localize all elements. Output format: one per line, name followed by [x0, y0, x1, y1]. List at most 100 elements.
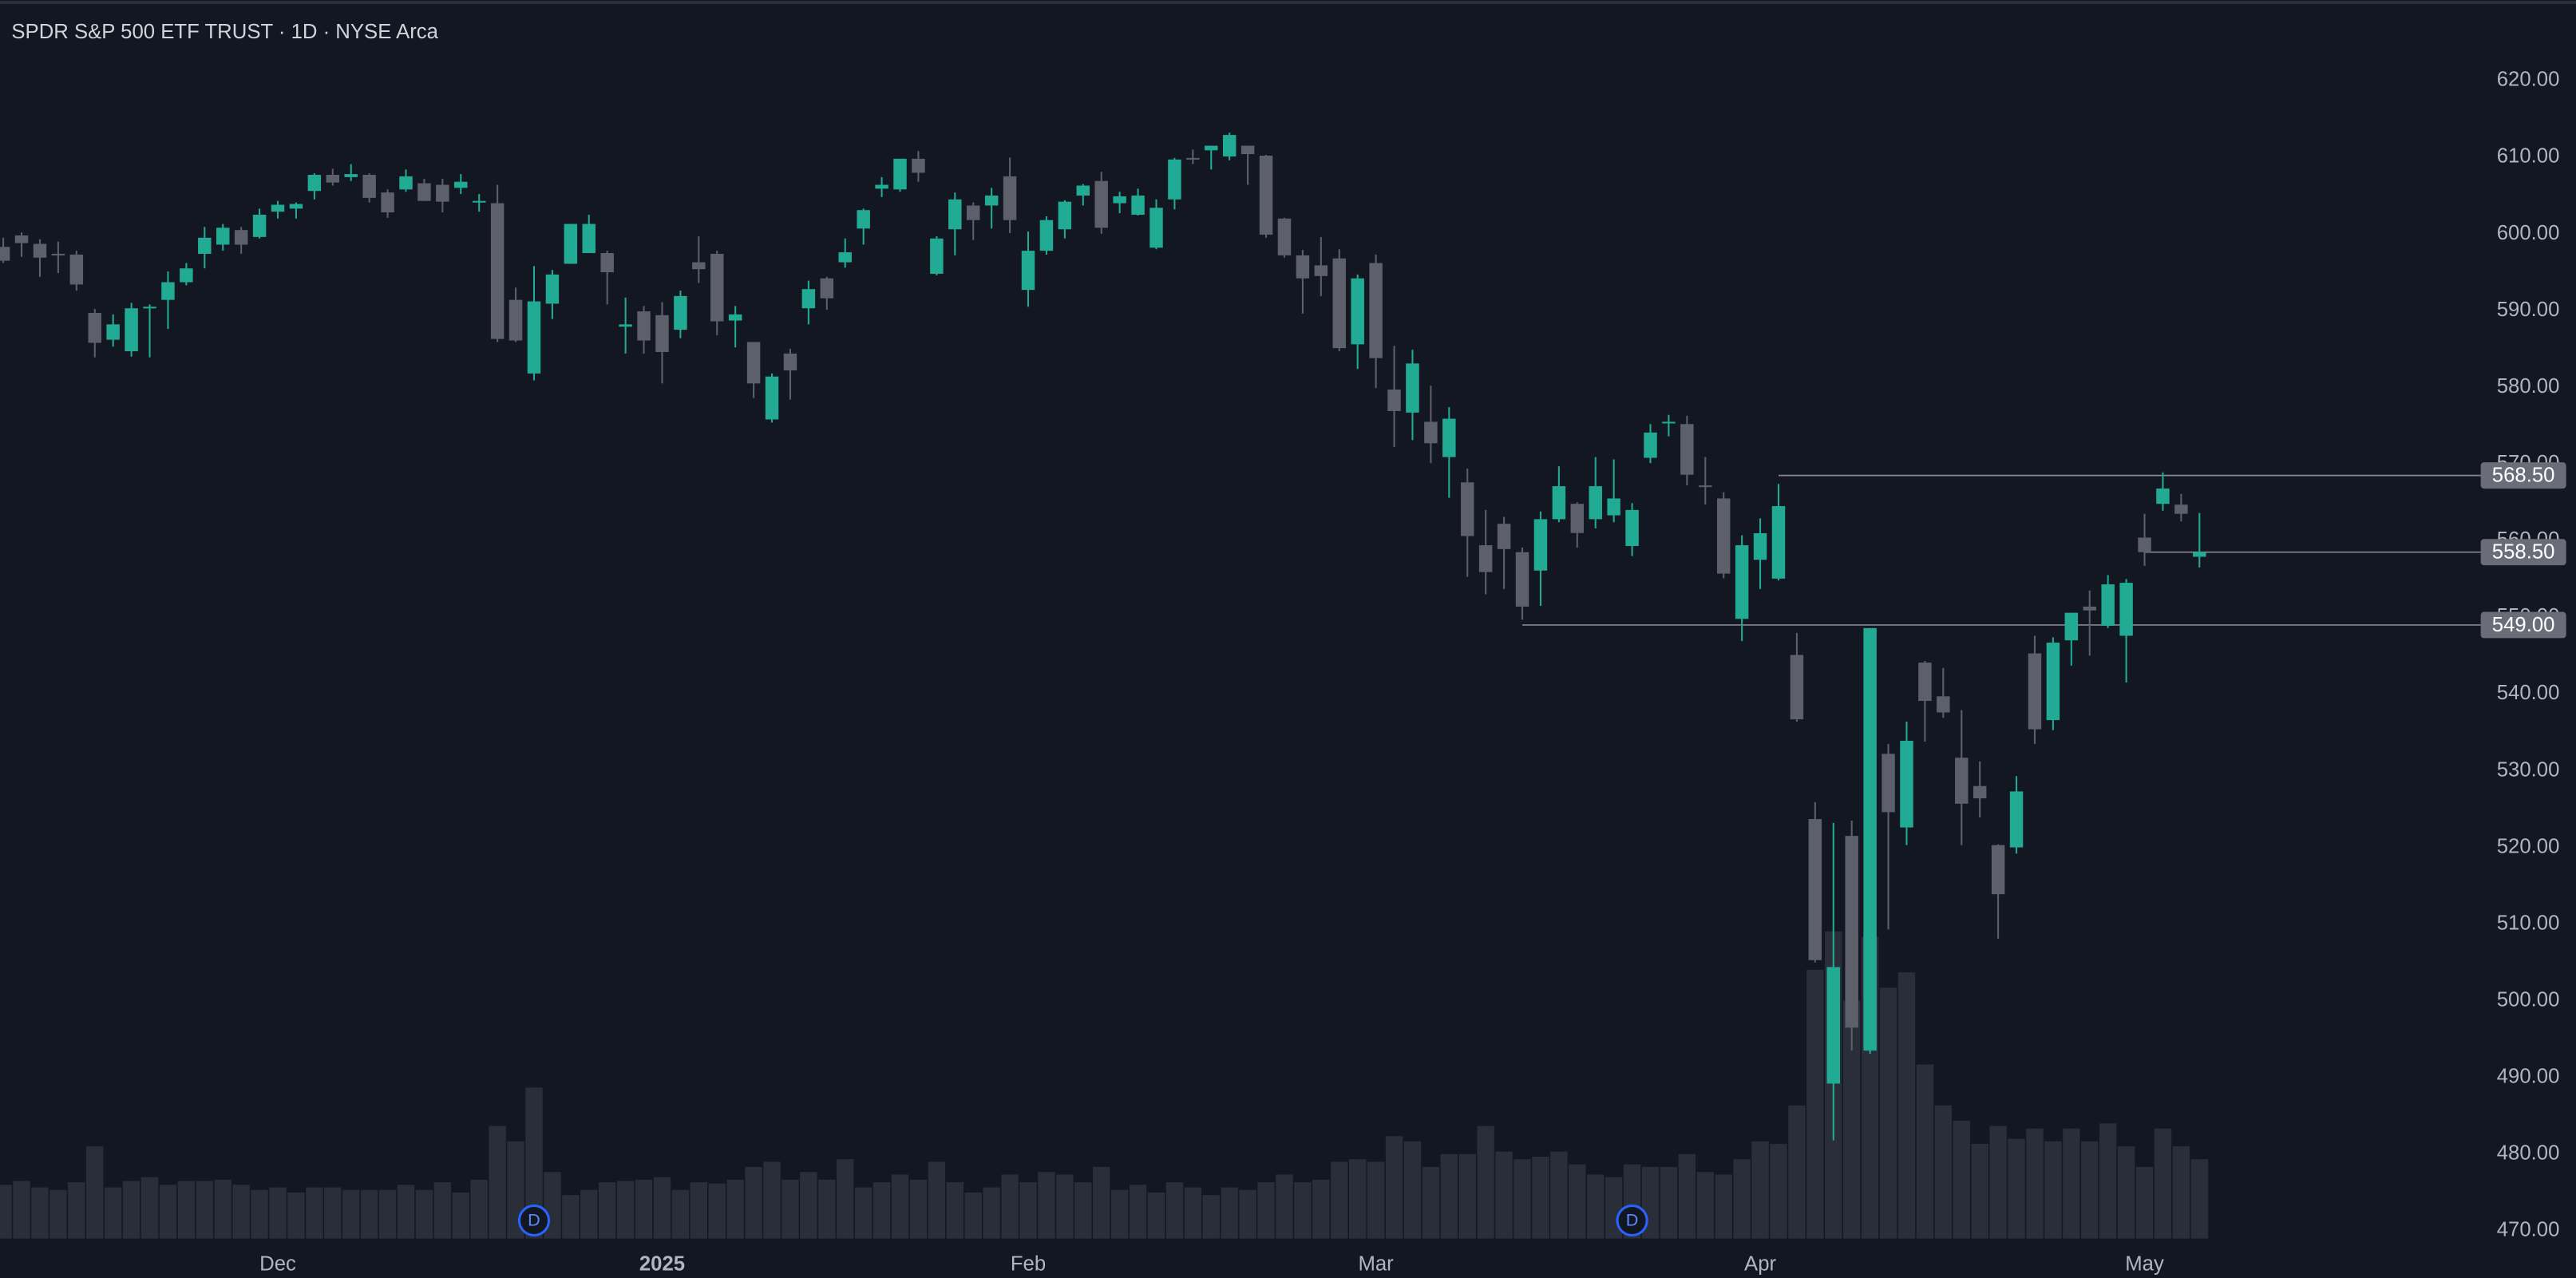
- volume-bar: [928, 1161, 946, 1239]
- volume-bar: [1129, 1185, 1147, 1239]
- volume-bar: [1221, 1187, 1238, 1239]
- volume-bar: [489, 1126, 506, 1239]
- candle-body: [161, 282, 175, 300]
- volume-bar: [159, 1185, 177, 1239]
- candle-body: [820, 278, 834, 299]
- volume-bar: [1569, 1164, 1586, 1239]
- candle-body: [1094, 180, 1108, 228]
- price-label: 568.50: [2492, 464, 2555, 486]
- volume-bar: [86, 1146, 104, 1239]
- volume-bar: [745, 1166, 762, 1239]
- candle-body: [252, 214, 267, 237]
- volume-bar: [196, 1181, 214, 1239]
- candle-body: [728, 314, 742, 321]
- volume-bar: [690, 1182, 708, 1239]
- volume-bar: [1331, 1161, 1348, 1239]
- candle-body: [1515, 552, 1529, 607]
- volume-bar: [837, 1159, 854, 1239]
- y-tick-label: 520.00: [2497, 835, 2560, 857]
- volume-bar: [1751, 1141, 1769, 1239]
- candle-body: [14, 235, 29, 243]
- candle-body: [1478, 545, 1493, 572]
- volume-bar: [324, 1187, 342, 1239]
- candle-body: [875, 184, 888, 189]
- candle-body: [180, 268, 193, 283]
- candle-body: [307, 175, 322, 192]
- volume-bar: [232, 1185, 250, 1239]
- candle-body: [454, 181, 468, 188]
- volume-bar: [1842, 1000, 1861, 1239]
- candle-body: [1442, 418, 1456, 457]
- x-tick-label: Feb: [1011, 1252, 1046, 1275]
- candle-body: [2174, 504, 2188, 514]
- candle-body: [1314, 265, 1328, 276]
- candle-body: [2028, 653, 2042, 730]
- candle-body: [326, 175, 340, 183]
- candle-body: [527, 301, 541, 374]
- volume-bar: [1660, 1166, 1678, 1239]
- candle-body: [1186, 157, 1200, 160]
- candle-body: [2101, 584, 2115, 626]
- candle-body: [783, 353, 797, 371]
- volume-bar: [1477, 1126, 1494, 1239]
- volume-bar: [251, 1189, 268, 1239]
- candle-body: [746, 342, 761, 384]
- volume-bar: [140, 1177, 159, 1239]
- volume-bar: [1532, 1156, 1549, 1239]
- volume-bar: [1184, 1187, 1202, 1239]
- candle-body: [2193, 552, 2206, 557]
- volume-bar: [1038, 1172, 1055, 1239]
- price-label-box: [2480, 539, 2566, 566]
- candle-body: [198, 237, 212, 254]
- volume-bar: [2063, 1128, 2080, 1239]
- volume-bar: [1202, 1195, 1220, 1239]
- volume-bar: [1257, 1182, 1275, 1239]
- candle-body: [51, 253, 65, 256]
- candle-body: [582, 224, 596, 254]
- candle-body: [1808, 819, 1822, 960]
- volume-bar: [452, 1192, 469, 1239]
- x-tick-label: 2025: [639, 1252, 685, 1275]
- candle-body: [1662, 421, 1676, 424]
- y-tick-label: 500.00: [2497, 989, 2560, 1011]
- candle-body: [1406, 363, 1419, 413]
- volume-bar: [1971, 1143, 1988, 1239]
- volume-bar: [1715, 1174, 1732, 1239]
- candle-body: [1533, 519, 1548, 571]
- volume-bar: [31, 1187, 49, 1239]
- candle-body: [2156, 488, 2170, 504]
- candle-body: [1296, 255, 1310, 279]
- candle-body: [88, 312, 101, 343]
- volume-bar: [1367, 1161, 1385, 1239]
- event-marker: [517, 1204, 551, 1237]
- volume-bar: [1001, 1174, 1019, 1239]
- volume-bar: [1147, 1192, 1165, 1239]
- candle-body: [1845, 836, 1858, 1028]
- candle-body: [1625, 509, 1639, 547]
- volume-bar: [1093, 1166, 1110, 1239]
- candle-body: [1387, 390, 1401, 411]
- volume-bar: [2117, 1146, 2135, 1239]
- volume-bar: [562, 1195, 580, 1239]
- candle-body: [1076, 185, 1090, 196]
- volume-bar: [1696, 1172, 1714, 1239]
- candle-body: [1589, 486, 1602, 520]
- candle-body: [948, 199, 962, 230]
- volume-bar: [891, 1174, 909, 1239]
- candle-body: [1991, 845, 2005, 895]
- x-tick-label: Mar: [1358, 1252, 1394, 1275]
- volume-bar: [1239, 1189, 1256, 1239]
- y-tick-label: 540.00: [2497, 682, 2560, 704]
- candle-body: [1424, 421, 1438, 444]
- candle-body: [692, 262, 706, 270]
- candle-body: [106, 324, 120, 340]
- volume-bar: [635, 1179, 653, 1239]
- volume-bar: [360, 1189, 378, 1239]
- volume-bar: [122, 1181, 140, 1239]
- candle-body: [1753, 532, 1767, 560]
- volume-bar: [1110, 1189, 1129, 1239]
- volume-bar: [2099, 1123, 2117, 1239]
- volume-bar: [1879, 987, 1897, 1239]
- volume-bar: [964, 1192, 982, 1239]
